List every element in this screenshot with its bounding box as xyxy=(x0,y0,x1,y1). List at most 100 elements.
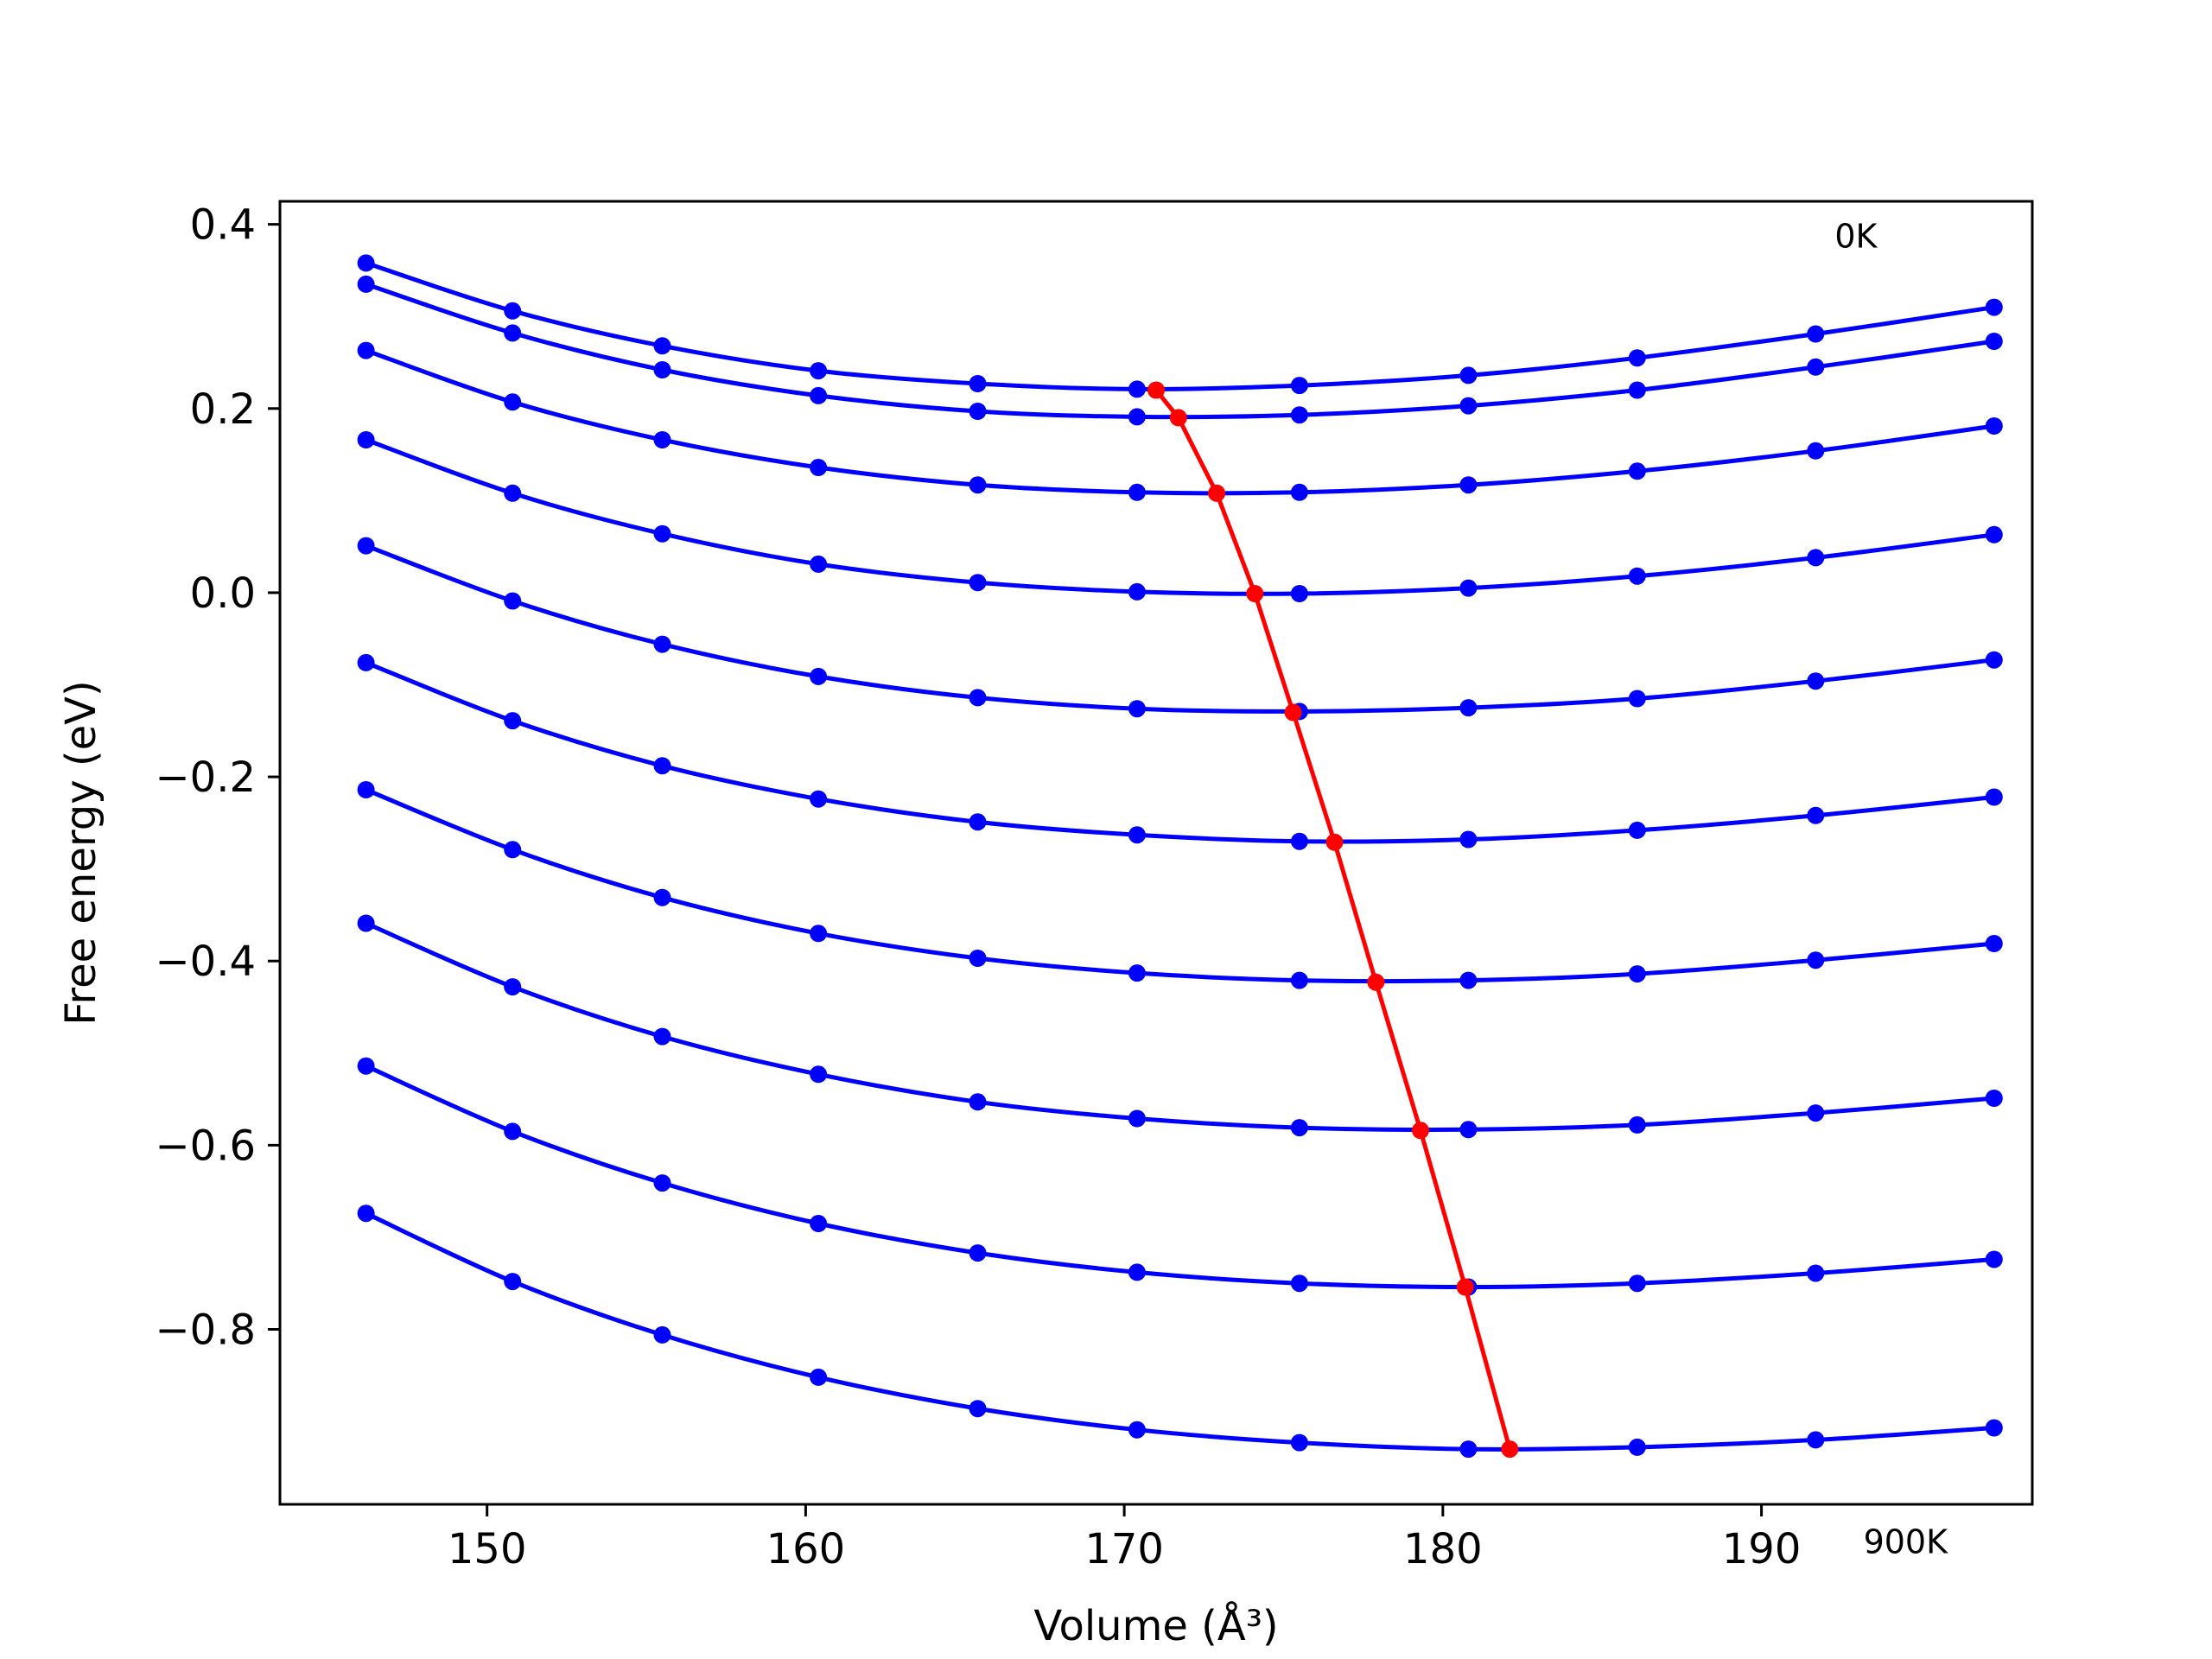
data-point xyxy=(969,813,987,831)
data-point xyxy=(1807,672,1825,690)
minima-point xyxy=(1147,381,1165,399)
data-point xyxy=(1807,358,1825,376)
data-point xyxy=(1290,1119,1308,1137)
data-point xyxy=(1128,964,1146,982)
series-7 xyxy=(357,781,2003,989)
series-line xyxy=(365,787,1995,984)
data-point xyxy=(504,302,522,320)
data-point xyxy=(810,1065,828,1084)
plot-frame xyxy=(278,200,2034,1506)
series-3 xyxy=(357,341,2003,501)
data-point xyxy=(1128,582,1146,601)
data-point xyxy=(969,476,987,494)
y-tick-label: −0.4 xyxy=(155,938,256,986)
data-point xyxy=(504,484,522,502)
data-point xyxy=(1985,298,2003,316)
series-4 xyxy=(357,431,2003,602)
data-point xyxy=(504,841,522,859)
series-line xyxy=(365,543,1995,714)
data-point xyxy=(357,341,375,359)
data-point xyxy=(1459,971,1478,989)
data-point xyxy=(810,790,828,808)
data-point xyxy=(504,1273,522,1291)
series-line xyxy=(365,437,1995,596)
data-point xyxy=(1807,325,1825,343)
data-point xyxy=(1985,788,2003,806)
series-8 xyxy=(357,914,2003,1139)
data-point xyxy=(1628,1274,1646,1293)
series-10 xyxy=(357,1205,2003,1459)
data-point xyxy=(653,361,671,378)
y-tick-label: 0.0 xyxy=(190,569,256,618)
data-point xyxy=(1985,1250,2003,1268)
data-point xyxy=(969,403,987,420)
series-curves xyxy=(357,254,2003,1459)
x-axis-label: Volume (Å³) xyxy=(1033,1601,1278,1650)
data-point xyxy=(810,386,828,404)
data-point xyxy=(357,537,375,555)
data-point xyxy=(1985,417,2003,435)
data-point xyxy=(1628,349,1646,367)
data-point xyxy=(1628,965,1646,983)
data-point xyxy=(1628,690,1646,708)
data-point xyxy=(504,712,522,730)
data-point xyxy=(357,431,375,448)
data-point xyxy=(1628,1116,1646,1134)
data-point xyxy=(504,978,522,996)
data-point xyxy=(1290,377,1308,395)
data-point xyxy=(1128,826,1146,844)
data-point xyxy=(1807,1104,1825,1122)
data-point xyxy=(1807,951,1825,969)
data-point xyxy=(357,653,375,671)
data-point xyxy=(1128,380,1146,398)
x-tick-label: 160 xyxy=(766,1525,846,1573)
data-point xyxy=(1628,381,1646,399)
data-point xyxy=(1459,1121,1478,1139)
y-tick-label: −0.6 xyxy=(155,1122,256,1170)
data-point xyxy=(810,667,828,685)
data-point xyxy=(969,375,987,392)
data-point xyxy=(1459,830,1478,849)
minima-point xyxy=(1456,1278,1474,1296)
data-point xyxy=(969,950,987,967)
data-point xyxy=(357,1205,375,1223)
minima-point xyxy=(1246,585,1264,602)
data-point xyxy=(653,757,671,775)
data-point xyxy=(810,459,828,476)
data-point xyxy=(653,635,671,653)
series-6 xyxy=(357,653,2003,850)
data-point xyxy=(810,362,828,380)
minima-curve xyxy=(1147,381,1519,1459)
data-point xyxy=(1290,483,1308,501)
data-point xyxy=(1985,651,2003,669)
minima-point xyxy=(1325,833,1344,851)
data-point xyxy=(1128,700,1146,718)
data-point xyxy=(1985,333,2003,350)
data-point xyxy=(357,781,375,798)
data-point xyxy=(1459,699,1478,717)
annotations: 0K 900K xyxy=(1834,217,1948,1560)
data-point xyxy=(357,914,375,932)
data-point xyxy=(810,1368,828,1386)
y-tick-label: 0.2 xyxy=(190,385,256,434)
y-tick-label: −0.2 xyxy=(155,753,256,802)
y-tick-label: −0.8 xyxy=(155,1306,256,1355)
data-point xyxy=(1628,1438,1646,1456)
data-point xyxy=(1459,397,1478,415)
data-point xyxy=(357,254,375,272)
data-point xyxy=(1128,1109,1146,1128)
data-point xyxy=(1628,821,1646,839)
x-tick-label: 150 xyxy=(448,1525,527,1573)
data-point xyxy=(969,689,987,707)
x-axis-ticks: 150 160 170 180 190 xyxy=(448,1504,1801,1573)
data-point xyxy=(810,1215,828,1232)
series-9 xyxy=(357,1057,2003,1296)
annotation-label: 0K xyxy=(1834,217,1878,255)
x-tick-label: 180 xyxy=(1403,1525,1483,1573)
data-point xyxy=(1807,806,1825,824)
data-point xyxy=(653,888,671,906)
data-point xyxy=(1128,1421,1146,1439)
data-point xyxy=(653,337,671,355)
data-point xyxy=(357,275,375,293)
